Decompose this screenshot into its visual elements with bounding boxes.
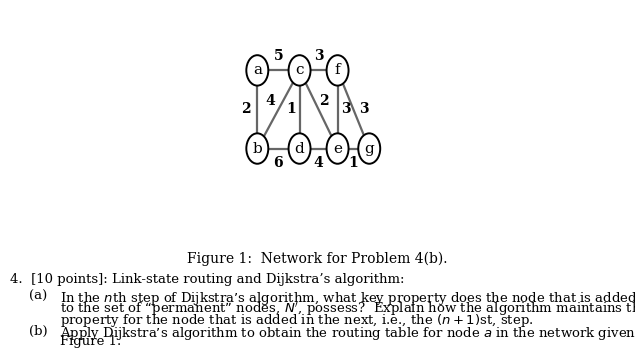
Text: g: g [364,142,374,156]
Ellipse shape [246,133,269,164]
Text: (a): (a) [29,290,47,303]
Text: c: c [295,63,304,77]
Ellipse shape [246,55,269,86]
Text: 3: 3 [341,102,351,117]
Text: Apply Dijkstra’s algorithm to obtain the routing table for node $a$ in the netwo: Apply Dijkstra’s algorithm to obtain the… [60,325,635,341]
Text: 2: 2 [241,102,250,117]
Text: e: e [333,142,342,156]
Ellipse shape [288,55,311,86]
Text: In the $n$th step of Dijkstra’s algorithm, what key property does the node that : In the $n$th step of Dijkstra’s algorith… [60,290,635,307]
Text: (b): (b) [29,325,47,338]
Text: a: a [253,63,262,77]
Text: 1: 1 [349,156,358,170]
Text: 6: 6 [274,156,283,170]
Ellipse shape [288,133,311,164]
Text: 4: 4 [265,94,275,108]
Ellipse shape [358,133,380,164]
Text: 1: 1 [286,102,297,117]
Ellipse shape [326,133,349,164]
Text: 4.  [10 points]: Link-state routing and Dijkstra’s algorithm:: 4. [10 points]: Link-state routing and D… [10,273,404,286]
Text: 2: 2 [319,94,329,108]
Text: 5: 5 [274,49,283,63]
Text: 3: 3 [314,49,323,63]
Text: Figure 1.: Figure 1. [60,335,121,348]
Text: property for the node that is added in the next, i.e., the $(n+1)$st, step.: property for the node that is added in t… [60,312,534,328]
Text: f: f [335,63,340,77]
Text: 4: 4 [314,156,323,170]
Text: d: d [295,142,304,156]
Text: 3: 3 [359,102,369,117]
Text: Figure 1:  Network for Problem 4(b).: Figure 1: Network for Problem 4(b). [187,252,448,266]
Text: to the set of “permanent” nodes, $N'$, possess?  Explain how the algorithm maint: to the set of “permanent” nodes, $N'$, p… [60,301,635,319]
Ellipse shape [326,55,349,86]
Text: b: b [253,142,262,156]
